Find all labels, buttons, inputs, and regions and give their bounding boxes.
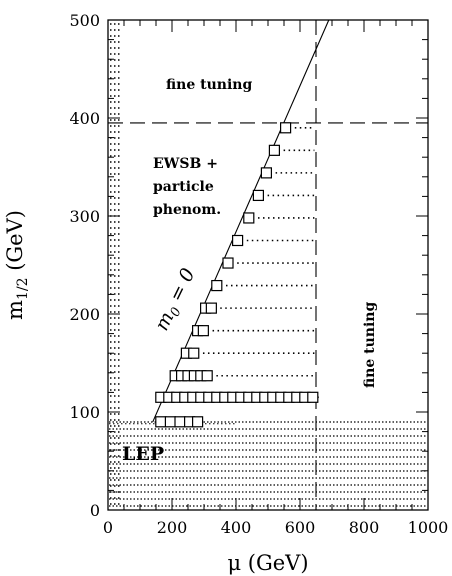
square-marker xyxy=(280,122,292,134)
y-axis-title: m1/2 (GeV) xyxy=(3,210,31,320)
x-tick-label: 400 xyxy=(221,518,252,537)
square-marker xyxy=(197,325,209,337)
ticks-group xyxy=(107,19,429,511)
square-marker xyxy=(243,212,255,224)
x-tick-label: 0 xyxy=(103,518,113,537)
square-marker xyxy=(252,189,264,202)
y-tick-label: 0 xyxy=(90,501,100,520)
excluded-region-left-hatch xyxy=(110,23,121,505)
y-axis-title-main: m xyxy=(3,300,27,320)
square-marker xyxy=(307,391,319,403)
square-marker xyxy=(164,416,176,428)
square-marker xyxy=(205,302,217,314)
square-marker xyxy=(201,370,213,382)
y-axis-title-subscript: 1/2 xyxy=(15,277,31,300)
x-axis-title: μ (GeV) xyxy=(227,551,308,575)
ewsb-label-line1: EWSB + xyxy=(153,156,218,172)
square-marker xyxy=(222,257,234,269)
ewsb-label-line3: phenom. xyxy=(153,202,221,218)
square-marker xyxy=(260,167,272,179)
y-tick-label: 200 xyxy=(69,305,100,324)
y-tick-label: 500 xyxy=(69,11,100,30)
y-axis-title-unit: (GeV) xyxy=(3,210,27,277)
lep-label: LEP xyxy=(122,443,164,465)
square-marker xyxy=(211,279,223,292)
lep-excluded-region-hatch xyxy=(109,421,427,507)
tick-labels-group: 0 200 400 600 800 1000 0 100 200 300 400 500 xyxy=(69,11,448,537)
m0-label-rest: = 0 xyxy=(162,265,199,311)
m0-zero-label: m0 = 0 xyxy=(151,265,203,336)
fine-tuning-top-label: fine tuning xyxy=(166,77,252,93)
dotted-rows-group xyxy=(202,127,319,399)
ewsb-label-line2: particle xyxy=(153,179,214,195)
y-tick-label: 300 xyxy=(69,207,100,226)
square-marker xyxy=(232,234,244,247)
square-markers-group xyxy=(155,122,319,428)
x-tick-label: 800 xyxy=(349,518,380,537)
x-tick-label: 200 xyxy=(157,518,188,537)
fine-tuning-right-label: fine tuning xyxy=(362,302,378,388)
y-tick-label: 100 xyxy=(69,403,100,422)
square-marker xyxy=(192,416,204,428)
y-tick-label: 400 xyxy=(69,109,100,128)
x-tick-label: 600 xyxy=(285,518,316,537)
square-marker xyxy=(174,416,186,428)
x-tick-label: 1000 xyxy=(408,518,449,537)
square-marker xyxy=(188,347,200,359)
square-marker xyxy=(268,144,280,156)
square-marker xyxy=(155,416,167,428)
